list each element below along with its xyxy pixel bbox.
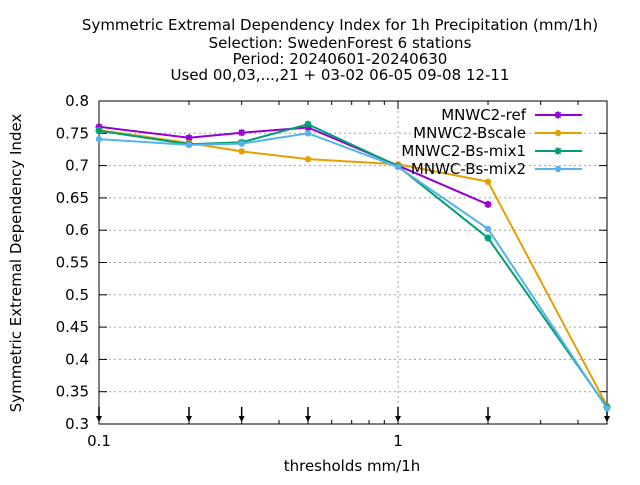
series-mnwc2-bscale: [95, 126, 611, 410]
y-tick-label: 0.65: [56, 189, 89, 207]
data-point: [554, 165, 562, 173]
x-axis-label: thresholds mm/1h: [284, 457, 421, 475]
threshold-arrow-head: [395, 416, 402, 422]
marker-stroke: [484, 234, 492, 242]
data-point: [304, 155, 312, 163]
series-line: [98, 129, 608, 407]
marker-stroke: [554, 147, 562, 155]
y-tick-label: 0.3: [65, 415, 89, 433]
data-point: [484, 225, 492, 233]
title-line-2: Selection: SwedenForest 6 stations: [209, 34, 472, 52]
data-point: [304, 130, 312, 137]
title-line-1: Symmetric Extremal Dependency Index for …: [82, 16, 598, 34]
y-axis-label: Symmetric Extremal Dependency Index: [7, 114, 25, 413]
data-point: [484, 234, 492, 242]
data-series: [95, 120, 611, 412]
grid-lines: [99, 101, 607, 424]
y-tick-label: 0.45: [56, 318, 89, 336]
data-point: [484, 178, 492, 185]
data-point: [484, 200, 492, 208]
data-point: [304, 120, 312, 128]
x-tick-label: 1: [393, 432, 403, 450]
data-point: [185, 141, 193, 149]
data-point: [238, 148, 245, 155]
series-line: [98, 132, 608, 410]
data-point: [554, 129, 562, 137]
y-tick-label: 0.55: [56, 254, 89, 272]
y-tick-label: 0.5: [65, 286, 89, 304]
threshold-arrow-head: [304, 416, 311, 422]
chart-title: Symmetric Extremal Dependency Index for …: [82, 16, 598, 84]
series-mnwc2-ref: [95, 123, 492, 208]
data-point: [554, 147, 562, 155]
legend: MNWC2-refMNWC2-BscaleMNWC2-Bs-mix1MNWC-B…: [401, 106, 582, 178]
series-line: [98, 125, 489, 206]
legend-label: MNWC2-Bscale: [413, 124, 526, 142]
data-point: [238, 129, 246, 137]
y-tick-label: 0.75: [56, 124, 89, 142]
threshold-arrow-head: [186, 416, 193, 422]
title-line-3: Period: 20240601-20240630: [233, 50, 448, 68]
title-line-4: Used 00,03,...,21 + 03-02 06-05 09-08 12…: [171, 66, 510, 84]
data-point: [95, 127, 103, 135]
data-point: [554, 111, 562, 119]
y-tick-label: 0.8: [65, 92, 89, 110]
data-point: [603, 405, 611, 412]
marker-stroke: [95, 127, 103, 134]
threshold-arrow-head: [238, 416, 245, 422]
threshold-arrow-head: [604, 416, 610, 422]
data-point: [238, 140, 245, 147]
legend-label: MNWC-Bs-mix2: [411, 160, 526, 178]
series-line: [98, 123, 608, 408]
y-tick-label: 0.4: [65, 350, 89, 368]
marker-stroke: [185, 134, 193, 142]
axes: 0.3 0.35 0.4 0.45 0.5 0.55 0.6 0.65 0.7 0.75 0.8 0.…: [56, 92, 610, 450]
y-tick-label: 0.6: [65, 221, 89, 239]
y-tick-label: 0.35: [56, 383, 89, 401]
legend-label: MNWC2-Bs-mix1: [401, 142, 526, 160]
x-tick-label: 0.1: [87, 432, 111, 450]
legend-label: MNWC2-ref: [441, 106, 526, 124]
data-point: [394, 163, 402, 171]
marker-stroke: [484, 201, 492, 208]
marker-stroke: [304, 120, 312, 128]
series-mnwc-bs-mix2: [95, 130, 611, 412]
data-point: [95, 135, 103, 143]
threshold-arrow-head: [485, 416, 492, 422]
marker-stroke: [238, 129, 245, 136]
marker-stroke: [554, 111, 562, 119]
y-tick-label: 0.7: [65, 157, 89, 175]
threshold-arrow-head: [96, 416, 102, 422]
